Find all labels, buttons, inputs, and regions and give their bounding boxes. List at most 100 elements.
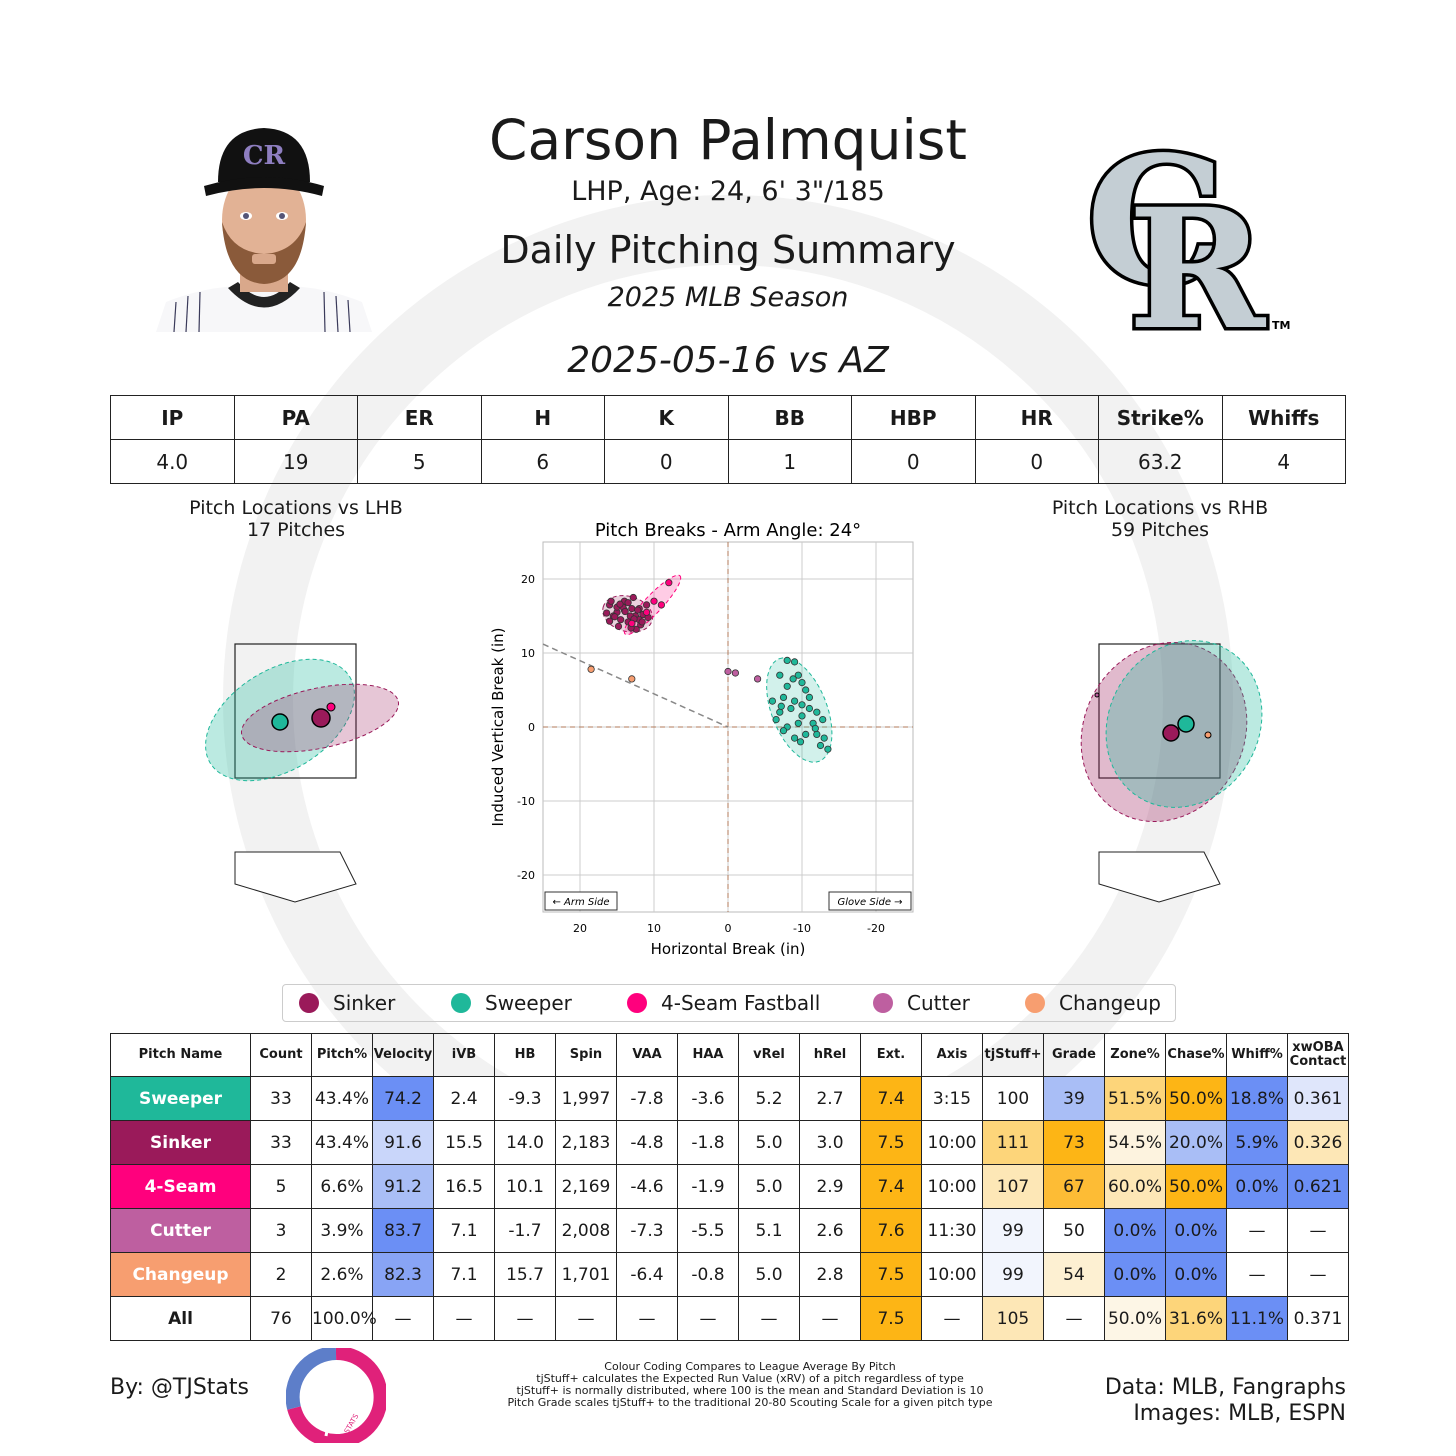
statline-header-pa: PA [233, 395, 358, 440]
pitch-table-cell-4-seam-vrel: 5.0 [738, 1164, 800, 1209]
player-name: Carson Palmquist [489, 108, 967, 172]
pitch-table-header-hb: HB [494, 1033, 556, 1077]
y-axis-label: Induced Vertical Break (in) [489, 627, 507, 826]
player-headshot: CR [156, 128, 372, 332]
pitch-table-cell-sweeper-count: 33 [250, 1076, 312, 1121]
pitch-table-cell-changeup-whiff: — [1226, 1252, 1288, 1297]
legend-item-fourseam: 4-Seam Fastball [627, 985, 820, 1021]
pitch-table-header-vrel: vRel [738, 1033, 800, 1077]
statline-header-ip: IP [110, 395, 235, 440]
pitch-table-header-zone: Zone% [1104, 1033, 1166, 1077]
pitch-table-cell-all-pitch-name: All [110, 1296, 251, 1341]
pitch-table-cell-4-seam-chase: 50.0% [1165, 1164, 1227, 1209]
pitch-table-cell-sinker-chase: 20.0% [1165, 1120, 1227, 1165]
pitch-table-cell-cutter-tjstuff: 99 [982, 1208, 1044, 1253]
statline-value-bb: 1 [727, 439, 852, 484]
pitch-table-header-chase: Chase% [1165, 1033, 1227, 1077]
pitch-table-cell-cutter-chase: 0.0% [1165, 1208, 1227, 1253]
team-logo: C R TM [1083, 116, 1291, 338]
point-sweeper [790, 697, 799, 705]
pitch-table-cell-4-seam-ivb: 16.5 [433, 1164, 495, 1209]
pitch-table-cell-sweeper-zone: 51.5% [1104, 1076, 1166, 1121]
pitch-table-cell-all-axis: — [921, 1296, 983, 1341]
legend-label-changeup: Changeup [1059, 991, 1161, 1015]
x-tick-label: 20 [573, 922, 587, 935]
pitch-table-header-velocity: Velocity [372, 1033, 434, 1077]
pitch-table-cell-sweeper-axis: 3:15 [921, 1076, 983, 1121]
rhb-cutter-point [1094, 692, 1100, 698]
rhb-title: Pitch Locations vs RHB [1051, 497, 1269, 519]
point-4-seam [657, 601, 665, 609]
legend-item-sweeper: Sweeper [451, 985, 572, 1021]
pitch-table-cell-all-count: 76 [250, 1296, 312, 1341]
point-sinker [638, 618, 646, 626]
pitch-table-cell-cutter-vaa: -7.3 [616, 1208, 678, 1253]
point-sinker [629, 593, 637, 602]
x-axis-label: Horizontal Break (in) [651, 940, 806, 958]
pitch-table-cell-sinker-vrel: 5.0 [738, 1120, 800, 1165]
pitch-table-cell-sweeper-tjstuff: 100 [982, 1076, 1044, 1121]
y-tick-label: 10 [521, 647, 535, 660]
footer-image-source: Images: MLB, ESPN [1133, 1401, 1346, 1426]
y-tick-label: -20 [517, 869, 535, 882]
pitch-table-cell-sweeper-ext: 7.4 [860, 1076, 922, 1121]
pitch-table-cell-sinker-ivb: 15.5 [433, 1120, 495, 1165]
pitch-table-cell-cutter-axis: 11:30 [921, 1208, 983, 1253]
statline-value-pa: 19 [233, 439, 358, 484]
statline-header-hr: HR [974, 395, 1099, 440]
pitch-table-header-spin: Spin [555, 1033, 617, 1077]
statline-value-h: 6 [480, 439, 605, 484]
point-sinker [614, 622, 623, 630]
point-sinker [643, 601, 651, 609]
point-sinker [624, 599, 632, 607]
pitch-table-cell-all-chase: 31.6% [1165, 1296, 1227, 1341]
pitch-table-cell-sinker-ext: 7.5 [860, 1120, 922, 1165]
point-sweeper [805, 704, 813, 713]
arm-angle-line [542, 643, 729, 728]
pitch-table-cell-changeup-vaa: -6.4 [616, 1252, 678, 1297]
point-sweeper [813, 730, 821, 738]
pitch-table-cell-cutter-hb: -1.7 [494, 1208, 556, 1253]
point-sweeper [798, 679, 806, 687]
rhb-sweeper-mean [1177, 715, 1195, 733]
pitch-table-cell-sinker-zone: 54.5% [1104, 1120, 1166, 1165]
pitch-table-cell-4-seam-haa: -1.9 [677, 1164, 739, 1209]
pitch-table-header-pitch-name: Pitch Name [110, 1033, 251, 1077]
legend-item-cutter: Cutter [873, 985, 970, 1021]
pitch-table-cell-all-vaa: — [616, 1296, 678, 1341]
pitch-table-cell-cutter-pitch: 3.9% [311, 1208, 373, 1253]
pitch-table-cell-4-seam-tjstuff: 107 [982, 1164, 1044, 1209]
statline-header-h: H [480, 395, 605, 440]
footer-note-3: tjStuff+ is normally distributed, where … [516, 1384, 984, 1397]
lhb-sinker-mean [311, 708, 331, 728]
x-tick-label: 0 [725, 922, 732, 935]
pitch-table-cell-4-seam-ext: 7.4 [860, 1164, 922, 1209]
logo-tm: TM [1272, 319, 1290, 332]
statline-header-bb: BB [727, 395, 852, 440]
tjstats-logo: STATS [286, 1348, 386, 1443]
pitch-table-cell-all-spin: — [555, 1296, 617, 1341]
point-cutter [753, 675, 762, 683]
pitch-table-cell-sweeper-haa: -3.6 [677, 1076, 739, 1121]
point-sinker [634, 606, 642, 614]
pitch-table-cell-changeup-haa: -0.8 [677, 1252, 739, 1297]
statline-value-whiffs: 4 [1221, 439, 1346, 484]
point-sweeper [772, 716, 780, 724]
point-sweeper [787, 704, 795, 713]
footer-note-4: Pitch Grade scales tjStuff+ to the tradi… [507, 1396, 993, 1409]
pitch-table-cell-changeup-pitch: 2.6% [311, 1252, 373, 1297]
rhb-changeup-mean [1204, 731, 1212, 739]
glove-side-box [828, 891, 912, 911]
pitch-table-cell-sinker-spin: 2,183 [555, 1120, 617, 1165]
pitch-table-cell-sweeper-vaa: -7.8 [616, 1076, 678, 1121]
statline-header-row: IP PA ER H K BB HBP HR Strike% Whiffs [110, 395, 1346, 440]
pitch-table-cell-changeup-spin: 1,701 [555, 1252, 617, 1297]
pitch-table-cell-all-whiff: 11.1% [1226, 1296, 1288, 1341]
pitch-table-cell-sinker-vaa: -4.8 [616, 1120, 678, 1165]
pitch-table-cell-cutter-haa: -5.5 [677, 1208, 739, 1253]
break-chart: Pitch Breaks - Arm Angle: 24° 20 10 0 -10 -20… [489, 520, 914, 958]
pitch-table-cell-cutter-vrel: 5.1 [738, 1208, 800, 1253]
pitch-table-cell-sinker-count: 33 [250, 1120, 312, 1165]
footer-data-source: Data: MLB, Fangraphs [1104, 1375, 1346, 1400]
statline-header-k: K [604, 395, 729, 440]
